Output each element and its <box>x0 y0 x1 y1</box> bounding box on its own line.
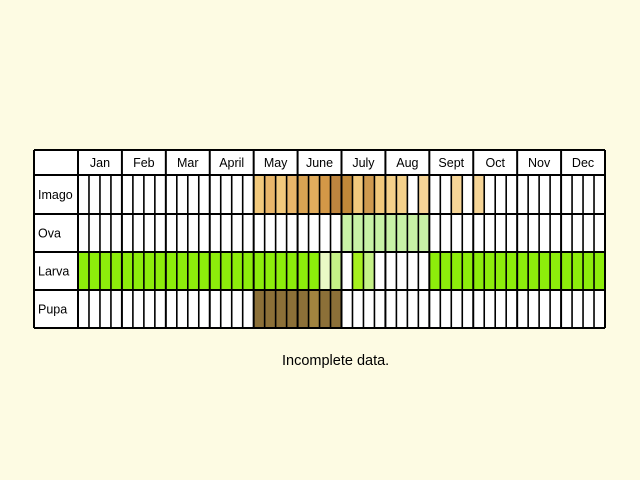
stage-label-imago: Imago <box>38 188 73 202</box>
period-imago-8 <box>341 175 353 214</box>
period-imago-2 <box>275 175 287 214</box>
month-label-dec: Dec <box>572 156 594 170</box>
month-label-july: July <box>352 156 375 170</box>
month-label-april: April <box>219 156 244 170</box>
period-larva-1 <box>319 252 331 290</box>
period-imago-11 <box>374 175 386 214</box>
stage-label-pupa: Pupa <box>38 303 67 317</box>
period-larva-2 <box>330 252 342 290</box>
period-larva-5 <box>363 252 375 290</box>
month-label-sept: Sept <box>438 156 464 170</box>
period-larva-4 <box>352 252 364 290</box>
period-pupa-2 <box>308 290 320 328</box>
month-label-nov: Nov <box>528 156 551 170</box>
period-imago-14 <box>451 175 463 214</box>
month-label-mar: Mar <box>177 156 199 170</box>
month-label-jan: Jan <box>90 156 110 170</box>
period-imago-0 <box>253 175 265 214</box>
period-imago-1 <box>264 175 276 214</box>
grid-layer <box>33 149 606 329</box>
period-imago-9 <box>352 175 364 214</box>
period-imago-10 <box>363 175 375 214</box>
month-label-may: May <box>264 156 288 170</box>
period-pupa-1 <box>297 290 309 328</box>
label-layer: Jan Feb Mar April May June July Aug Sept Oct Nov De… <box>38 156 594 317</box>
period-imago-5 <box>308 175 320 214</box>
month-label-aug: Aug <box>396 156 418 170</box>
period-imago-15 <box>473 175 485 214</box>
stage-label-ova: Ova <box>38 227 61 241</box>
chart-note: Incomplete data. <box>282 353 390 369</box>
period-imago-6 <box>319 175 331 214</box>
month-label-june: June <box>306 156 333 170</box>
month-label-oct: Oct <box>485 156 505 170</box>
month-label-feb: Feb <box>133 156 155 170</box>
period-imago-13 <box>418 175 430 214</box>
period-larva-3 <box>341 252 353 290</box>
period-imago-7 <box>330 175 342 214</box>
stage-label-larva: Larva <box>38 265 69 279</box>
period-imago-4 <box>297 175 309 214</box>
period-imago-3 <box>286 175 298 214</box>
